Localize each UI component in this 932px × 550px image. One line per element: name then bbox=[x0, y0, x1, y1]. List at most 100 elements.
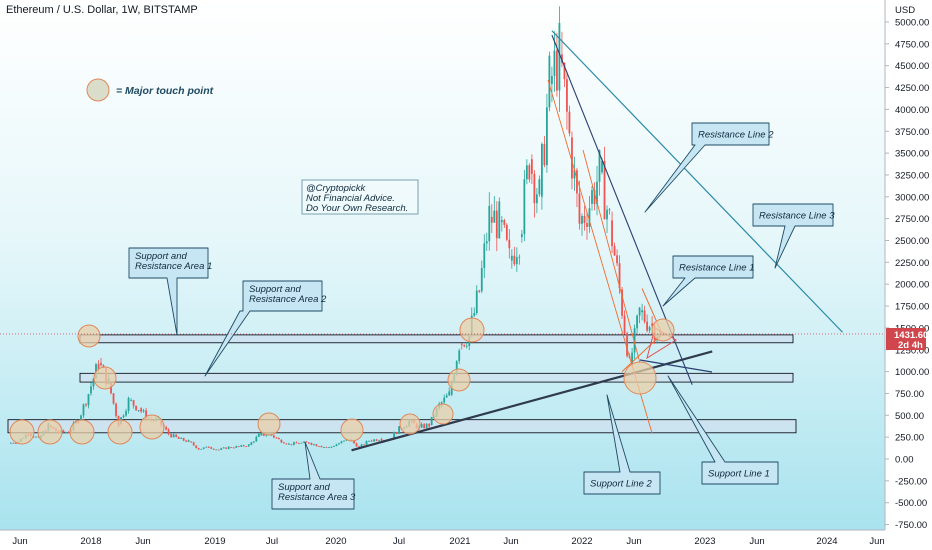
callout-bubble bbox=[128, 247, 209, 336]
candle bbox=[566, 71, 568, 130]
candle bbox=[520, 229, 523, 243]
candle bbox=[463, 344, 466, 348]
candle bbox=[205, 446, 208, 448]
candle bbox=[365, 440, 368, 446]
callouts-layer: Resistance Line 2 Resistance Line 3 Resist… bbox=[128, 122, 835, 510]
callout-text: Support Line 2 bbox=[590, 479, 653, 490]
candle bbox=[122, 414, 125, 419]
candle bbox=[588, 195, 591, 233]
candle bbox=[335, 443, 338, 447]
candle bbox=[556, 32, 558, 97]
candle bbox=[182, 437, 185, 442]
trend-line-5[interactable] bbox=[621, 333, 663, 372]
touch-point-icon bbox=[651, 318, 675, 342]
candle bbox=[646, 314, 648, 333]
candle bbox=[443, 394, 446, 405]
candle bbox=[428, 423, 431, 429]
candle bbox=[130, 397, 132, 402]
candle bbox=[250, 441, 253, 446]
candle bbox=[167, 427, 170, 436]
touch-point-icon bbox=[432, 403, 454, 425]
candle bbox=[505, 223, 508, 242]
y-tick-label: 3250.00 bbox=[895, 170, 929, 181]
x-tick-label: 2020 bbox=[325, 536, 346, 547]
callout-bubble bbox=[271, 441, 355, 510]
time-axis[interactable]: Jun 2018 Jun 2019 Jul 2020 Jul 2021 Jun 2022 Jun 20… bbox=[12, 536, 884, 547]
touch-point-icon bbox=[69, 419, 95, 445]
candle bbox=[115, 402, 117, 419]
candle bbox=[603, 146, 606, 220]
callout-resistance-line-2[interactable]: Resistance Line 2 bbox=[644, 122, 774, 213]
candle bbox=[172, 433, 175, 438]
callout-text: Resistance Area 2 bbox=[249, 294, 327, 305]
candle bbox=[212, 448, 215, 450]
candle bbox=[287, 442, 290, 446]
y-tick-label: -750.00 bbox=[895, 520, 927, 531]
y-tick-label: 1000.00 bbox=[895, 367, 929, 378]
candle bbox=[180, 437, 183, 439]
y-tick-label: 2500.00 bbox=[895, 236, 929, 247]
price-axis[interactable]: 5000.00 4750.00 4500.00 4250.00 4000.00 3750.… bbox=[885, 18, 929, 532]
callout-text: Support and bbox=[135, 251, 187, 262]
candle bbox=[513, 246, 516, 266]
watermark-line-2: Not Financial Advice. bbox=[306, 193, 395, 204]
sr-zone-2[interactable] bbox=[79, 372, 794, 383]
candle bbox=[525, 159, 528, 185]
candle bbox=[100, 357, 102, 367]
channel-line[interactable] bbox=[582, 149, 641, 364]
candle bbox=[210, 446, 213, 450]
candle bbox=[508, 229, 511, 259]
callout-support-line-1[interactable]: Support Line 1 bbox=[667, 375, 779, 485]
callout-text: Resistance Area 3 bbox=[278, 492, 356, 503]
candle bbox=[92, 378, 95, 390]
candle bbox=[533, 170, 536, 218]
candle bbox=[541, 142, 543, 210]
sr-zone-1[interactable] bbox=[79, 334, 794, 344]
candle bbox=[500, 216, 503, 232]
candle bbox=[355, 442, 358, 447]
candle bbox=[280, 439, 283, 443]
candle bbox=[165, 425, 168, 431]
candle bbox=[378, 439, 380, 442]
last-price-tag[interactable]: 1431.60 2d 4h bbox=[886, 328, 928, 351]
x-tick-label: Jul bbox=[393, 536, 405, 547]
candle bbox=[626, 331, 628, 358]
candle bbox=[478, 289, 481, 293]
last-price-countdown: 2d 4h bbox=[898, 340, 923, 351]
candle bbox=[573, 156, 576, 191]
candle bbox=[328, 446, 330, 449]
candle bbox=[483, 234, 486, 279]
support-line-1-body[interactable] bbox=[639, 359, 713, 373]
candle bbox=[458, 348, 461, 365]
touch-point-icon bbox=[340, 418, 364, 442]
y-tick-label: 500.00 bbox=[895, 411, 924, 422]
legend: = Major touch point bbox=[86, 78, 214, 102]
candle bbox=[175, 434, 178, 438]
candle bbox=[423, 422, 426, 429]
candle bbox=[242, 444, 245, 447]
y-tick-label: 750.00 bbox=[895, 389, 924, 400]
candle bbox=[202, 447, 205, 450]
candle bbox=[235, 445, 238, 448]
candle bbox=[12, 442, 15, 444]
candle bbox=[543, 135, 546, 168]
touch-point-icon bbox=[37, 419, 63, 445]
y-tick-label: 4250.00 bbox=[895, 83, 929, 94]
y-tick-label: 3500.00 bbox=[895, 149, 929, 160]
candle bbox=[227, 446, 230, 450]
callout-support-line-2[interactable]: Support Line 2 bbox=[583, 394, 661, 495]
y-tick-label: 5000.00 bbox=[895, 18, 929, 29]
candle bbox=[568, 105, 571, 137]
callout-resistance-line-1[interactable]: Resistance Line 1 bbox=[662, 255, 755, 307]
candle bbox=[300, 442, 303, 444]
trend-line-2[interactable] bbox=[551, 30, 843, 333]
candle bbox=[305, 441, 308, 443]
candle bbox=[616, 249, 618, 267]
callout-resistance-line-3[interactable]: Resistance Line 3 bbox=[752, 203, 835, 269]
candle bbox=[240, 444, 243, 448]
candle bbox=[611, 211, 613, 253]
